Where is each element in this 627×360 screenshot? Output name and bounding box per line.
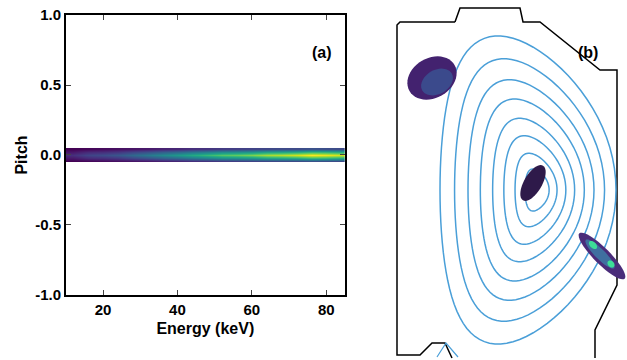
svg-text:-0.5: -0.5 xyxy=(35,216,61,233)
svg-text:Pitch: Pitch xyxy=(13,135,30,174)
svg-text:(a): (a) xyxy=(312,44,332,61)
svg-text:0.5: 0.5 xyxy=(40,76,61,93)
svg-text:-1.0: -1.0 xyxy=(35,286,61,303)
svg-text:80: 80 xyxy=(318,301,335,318)
svg-text:60: 60 xyxy=(244,301,261,318)
svg-text:0.0: 0.0 xyxy=(40,146,61,163)
svg-text:40: 40 xyxy=(169,301,186,318)
svg-text:20: 20 xyxy=(95,301,112,318)
svg-text:Energy (keV): Energy (keV) xyxy=(156,320,254,337)
svg-text:1.0: 1.0 xyxy=(40,6,61,23)
svg-text:(b): (b) xyxy=(578,44,598,61)
